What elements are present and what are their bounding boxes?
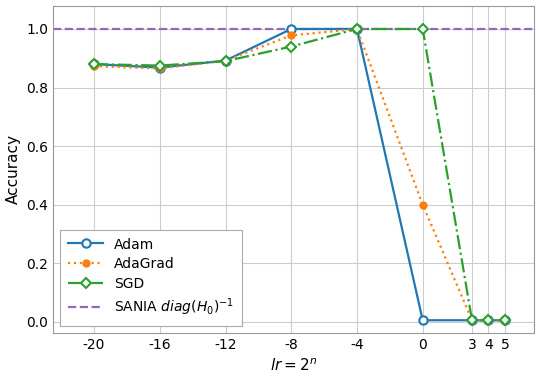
Adam bbox=[91, 62, 97, 66]
SANIA $diag(H_0)^{-1}$ bbox=[436, 27, 442, 31]
SGD bbox=[288, 44, 294, 49]
Adam bbox=[485, 318, 492, 323]
SGD bbox=[354, 27, 360, 31]
AdaGrad bbox=[354, 27, 360, 31]
Adam bbox=[222, 58, 229, 63]
AdaGrad bbox=[502, 318, 508, 323]
SGD bbox=[91, 62, 97, 66]
Line: AdaGrad: AdaGrad bbox=[91, 25, 508, 324]
AdaGrad bbox=[485, 318, 492, 323]
AdaGrad bbox=[469, 318, 475, 323]
SGD bbox=[222, 59, 229, 63]
Line: Adam: Adam bbox=[90, 25, 509, 325]
SGD bbox=[157, 63, 163, 68]
SGD bbox=[420, 27, 426, 31]
Legend: Adam, AdaGrad, SGD, SANIA $diag(H_0)^{-1}$: Adam, AdaGrad, SGD, SANIA $diag(H_0)^{-1… bbox=[60, 230, 242, 326]
SANIA $diag(H_0)^{-1}$ bbox=[420, 27, 426, 31]
SGD bbox=[502, 318, 508, 323]
Adam bbox=[420, 318, 426, 323]
SGD bbox=[485, 318, 492, 323]
Adam bbox=[502, 318, 508, 323]
AdaGrad bbox=[91, 64, 97, 68]
X-axis label: $lr=2^{n}$: $lr=2^{n}$ bbox=[270, 358, 318, 374]
Y-axis label: Accuracy: Accuracy bbox=[5, 135, 21, 204]
Adam bbox=[288, 27, 294, 31]
AdaGrad bbox=[222, 58, 229, 63]
Adam bbox=[469, 318, 475, 323]
AdaGrad bbox=[420, 202, 426, 207]
Adam bbox=[354, 27, 360, 31]
AdaGrad bbox=[288, 33, 294, 38]
AdaGrad bbox=[157, 66, 163, 71]
Adam bbox=[157, 65, 163, 70]
SGD bbox=[469, 318, 475, 323]
Line: SGD: SGD bbox=[91, 25, 508, 324]
